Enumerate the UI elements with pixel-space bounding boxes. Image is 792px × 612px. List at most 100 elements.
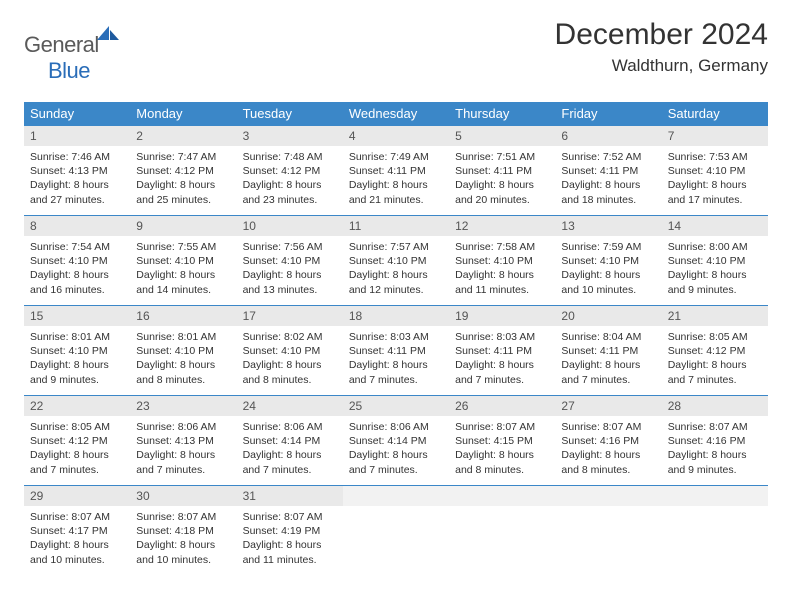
day-data: Sunrise: 8:04 AMSunset: 4:11 PMDaylight:… [555,326,661,391]
weekday-header: Tuesday [237,102,343,126]
day-data-line: and 9 minutes. [668,463,762,477]
day-data-line: Daylight: 8 hours [561,178,655,192]
day-number-empty [449,486,555,506]
day-data-line: and 7 minutes. [455,373,549,387]
day-data: Sunrise: 8:05 AMSunset: 4:12 PMDaylight:… [662,326,768,391]
calendar-day-cell [343,486,449,576]
calendar-day-cell: 24Sunrise: 8:06 AMSunset: 4:14 PMDayligh… [237,396,343,486]
day-data: Sunrise: 8:07 AMSunset: 4:18 PMDaylight:… [130,506,236,571]
calendar-day-cell: 4Sunrise: 7:49 AMSunset: 4:11 PMDaylight… [343,126,449,216]
day-number: 21 [662,306,768,326]
logo-word-blue: Blue [48,58,90,83]
day-data-line: and 8 minutes. [243,373,337,387]
calendar-day-cell: 14Sunrise: 8:00 AMSunset: 4:10 PMDayligh… [662,216,768,306]
day-data-line: Daylight: 8 hours [349,178,443,192]
day-data-line: Sunset: 4:10 PM [30,254,124,268]
calendar-week-row: 1Sunrise: 7:46 AMSunset: 4:13 PMDaylight… [24,126,768,216]
day-data: Sunrise: 7:46 AMSunset: 4:13 PMDaylight:… [24,146,130,211]
day-number: 9 [130,216,236,236]
calendar-day-cell [449,486,555,576]
day-data-line: Daylight: 8 hours [30,268,124,282]
day-data-line: Sunrise: 7:49 AM [349,150,443,164]
calendar-day-cell: 9Sunrise: 7:55 AMSunset: 4:10 PMDaylight… [130,216,236,306]
day-data-line: Sunrise: 8:02 AM [243,330,337,344]
day-data-line: Daylight: 8 hours [349,268,443,282]
month-title: December 2024 [555,18,768,52]
day-data: Sunrise: 7:47 AMSunset: 4:12 PMDaylight:… [130,146,236,211]
day-data-line: Sunset: 4:12 PM [243,164,337,178]
header: General Blue December 2024 Waldthurn, Ge… [24,18,768,84]
day-data-line: and 8 minutes. [561,463,655,477]
day-data-line: Sunset: 4:13 PM [30,164,124,178]
day-data-line: Sunrise: 7:51 AM [455,150,549,164]
day-number: 3 [237,126,343,146]
day-number: 11 [343,216,449,236]
weekday-header: Saturday [662,102,768,126]
calendar-week-row: 8Sunrise: 7:54 AMSunset: 4:10 PMDaylight… [24,216,768,306]
calendar-day-cell: 22Sunrise: 8:05 AMSunset: 4:12 PMDayligh… [24,396,130,486]
day-data-line: Sunrise: 8:03 AM [349,330,443,344]
day-data: Sunrise: 8:02 AMSunset: 4:10 PMDaylight:… [237,326,343,391]
day-data: Sunrise: 7:57 AMSunset: 4:10 PMDaylight:… [343,236,449,301]
day-data-line: Sunrise: 7:46 AM [30,150,124,164]
calendar-day-cell: 7Sunrise: 7:53 AMSunset: 4:10 PMDaylight… [662,126,768,216]
day-data-line: Sunrise: 7:56 AM [243,240,337,254]
day-data-line: Sunset: 4:17 PM [30,524,124,538]
day-data-line: Sunset: 4:10 PM [455,254,549,268]
day-data: Sunrise: 7:59 AMSunset: 4:10 PMDaylight:… [555,236,661,301]
day-number: 31 [237,486,343,506]
day-data-line: Sunrise: 7:47 AM [136,150,230,164]
day-data: Sunrise: 7:58 AMSunset: 4:10 PMDaylight:… [449,236,555,301]
day-data: Sunrise: 8:01 AMSunset: 4:10 PMDaylight:… [130,326,236,391]
day-number: 19 [449,306,555,326]
day-data-line: Daylight: 8 hours [349,448,443,462]
day-data-line: Daylight: 8 hours [668,358,762,372]
day-data-line: Daylight: 8 hours [136,358,230,372]
day-number: 15 [24,306,130,326]
calendar-day-cell: 18Sunrise: 8:03 AMSunset: 4:11 PMDayligh… [343,306,449,396]
day-data-line: Sunset: 4:11 PM [349,164,443,178]
day-data-line: and 7 minutes. [349,373,443,387]
day-data: Sunrise: 8:07 AMSunset: 4:17 PMDaylight:… [24,506,130,571]
day-data-line: Daylight: 8 hours [30,178,124,192]
day-data-line: Sunset: 4:10 PM [136,254,230,268]
day-data-line: and 7 minutes. [561,373,655,387]
day-number: 2 [130,126,236,146]
day-number: 14 [662,216,768,236]
day-data-line: Sunset: 4:10 PM [136,344,230,358]
day-data: Sunrise: 8:03 AMSunset: 4:11 PMDaylight:… [449,326,555,391]
day-number: 22 [24,396,130,416]
day-data-line: Sunrise: 7:59 AM [561,240,655,254]
logo-sail-icon [95,24,121,42]
day-data-line: Sunrise: 8:07 AM [136,510,230,524]
day-data: Sunrise: 8:01 AMSunset: 4:10 PMDaylight:… [24,326,130,391]
day-data-line: and 21 minutes. [349,193,443,207]
day-data-line: and 11 minutes. [455,283,549,297]
day-data-line: Sunrise: 7:53 AM [668,150,762,164]
day-data: Sunrise: 8:05 AMSunset: 4:12 PMDaylight:… [24,416,130,481]
day-data: Sunrise: 8:07 AMSunset: 4:16 PMDaylight:… [662,416,768,481]
day-data-line: Sunset: 4:11 PM [455,164,549,178]
day-data-line: Daylight: 8 hours [243,268,337,282]
day-data-line: and 8 minutes. [455,463,549,477]
day-data-line: Sunset: 4:15 PM [455,434,549,448]
day-data: Sunrise: 7:52 AMSunset: 4:11 PMDaylight:… [555,146,661,211]
day-data-line: Sunset: 4:16 PM [561,434,655,448]
weekday-header: Sunday [24,102,130,126]
location: Waldthurn, Germany [555,56,768,76]
day-data-line: Daylight: 8 hours [243,448,337,462]
calendar-day-cell [555,486,661,576]
day-data: Sunrise: 7:49 AMSunset: 4:11 PMDaylight:… [343,146,449,211]
weekday-header: Wednesday [343,102,449,126]
calendar-day-cell: 16Sunrise: 8:01 AMSunset: 4:10 PMDayligh… [130,306,236,396]
day-number: 26 [449,396,555,416]
day-data-line: Sunset: 4:11 PM [561,344,655,358]
calendar-day-cell: 11Sunrise: 7:57 AMSunset: 4:10 PMDayligh… [343,216,449,306]
day-data-line: and 9 minutes. [668,283,762,297]
day-data-line: Daylight: 8 hours [455,448,549,462]
day-number: 29 [24,486,130,506]
calendar-day-cell: 2Sunrise: 7:47 AMSunset: 4:12 PMDaylight… [130,126,236,216]
day-data-line: Sunset: 4:10 PM [243,254,337,268]
day-data-line: and 7 minutes. [136,463,230,477]
day-data-line: and 10 minutes. [30,553,124,567]
